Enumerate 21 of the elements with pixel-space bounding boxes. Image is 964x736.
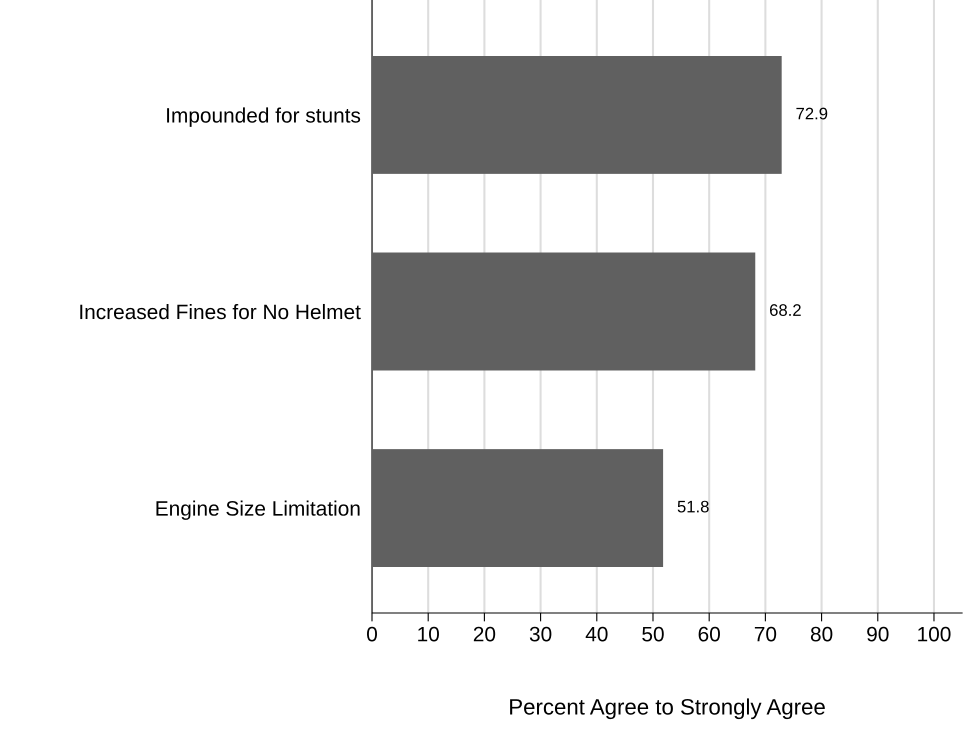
- x-tick-label: 100: [918, 626, 951, 642]
- x-tick-label: 50: [642, 626, 664, 642]
- x-tick-label: 20: [474, 626, 496, 642]
- data-label: 72.9: [796, 108, 828, 120]
- y-tick-label: Engine Size Limitation: [156, 500, 360, 520]
- x-tick-label: 40: [586, 626, 608, 642]
- x-tick-label: 0: [367, 626, 377, 642]
- x-tick-label: 30: [530, 626, 552, 642]
- x-tick-label: 80: [810, 626, 832, 642]
- bar: [372, 252, 756, 370]
- x-tick-label: 90: [867, 626, 889, 642]
- x-tick-label: 10: [418, 626, 439, 642]
- bar: [372, 56, 782, 174]
- x-tick-label: 60: [698, 626, 720, 642]
- bar: [372, 449, 664, 568]
- x-axis-title: Percent Agree to Strongly Agree: [510, 698, 825, 720]
- data-label: 68.2: [770, 304, 801, 316]
- data-label: 51.8: [678, 500, 709, 513]
- y-tick-label: Impounded for stunts: [167, 107, 360, 127]
- y-tick-label: Increased Fines for No Helmet: [80, 304, 361, 320]
- x-tick-label: 70: [754, 626, 776, 642]
